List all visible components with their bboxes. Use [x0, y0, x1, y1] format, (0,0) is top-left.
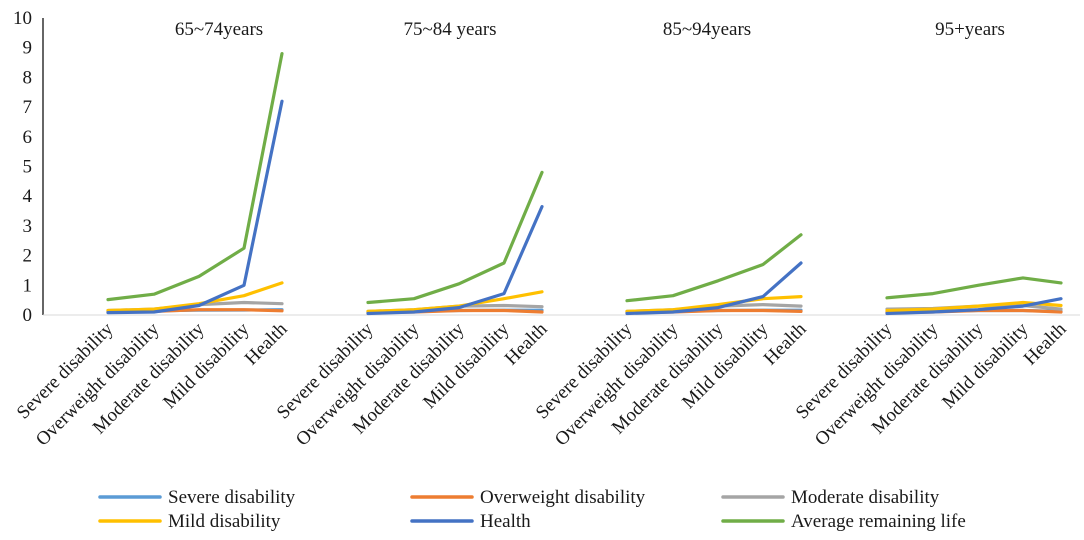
category-label: Health	[241, 318, 292, 369]
panel-titles: 65~74years 75~84 years 85~94years 95+years	[175, 19, 1005, 40]
legend: Severe disability Overweight disability Mo…	[98, 487, 966, 532]
y-tick-label: 2	[23, 246, 33, 267]
legend-label: Average remaining life	[791, 511, 966, 532]
panel-title: 75~84 years	[403, 19, 496, 40]
series-line	[625, 233, 803, 303]
y-tick-label: 1	[23, 275, 33, 296]
series-line	[106, 281, 284, 313]
y-tick-label: 4	[23, 186, 33, 207]
series-line	[366, 205, 544, 316]
y-tick-label: 10	[13, 8, 32, 29]
y-tick-label: 0	[23, 305, 33, 326]
category-label: Health	[501, 318, 552, 369]
y-tick-label: 3	[23, 216, 33, 237]
legend-label: Moderate disability	[791, 487, 940, 508]
y-tick-label: 8	[23, 67, 33, 88]
series-line	[106, 51, 284, 302]
legend-label: Severe disability	[168, 487, 296, 508]
series-line	[106, 99, 284, 315]
y-axis: 0 1 2 3 4 5 6 7 8 9 10	[13, 8, 44, 326]
y-tick-label: 5	[23, 157, 33, 178]
y-tick-label: 7	[23, 97, 33, 118]
legend-label: Overweight disability	[480, 487, 646, 508]
y-tick-label: 9	[23, 38, 33, 59]
series-lines	[106, 51, 1063, 316]
series-line	[366, 170, 544, 305]
category-label: Health	[1020, 318, 1071, 369]
y-tick-label: 6	[23, 127, 33, 148]
category-label: Health	[760, 318, 811, 369]
legend-label: Mild disability	[168, 511, 281, 532]
panel-title: 95+years	[935, 19, 1005, 40]
series-line	[625, 295, 803, 313]
series-line	[885, 297, 1063, 316]
panel-title: 85~94years	[663, 19, 751, 40]
legend-label: Health	[480, 511, 531, 532]
series-line	[625, 261, 803, 316]
series-line	[885, 276, 1063, 300]
panel-title: 65~74years	[175, 19, 263, 40]
